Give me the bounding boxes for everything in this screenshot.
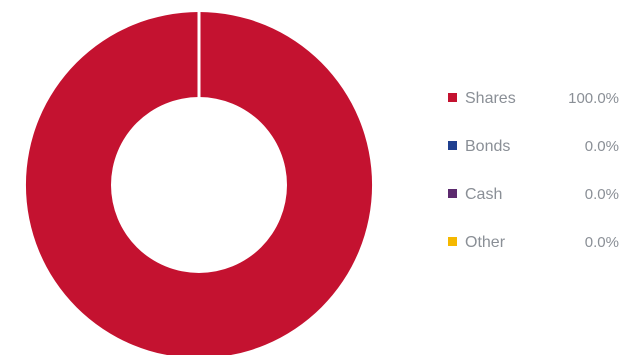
legend-swatch-shares [448, 93, 457, 102]
legend-label-other: Other [465, 234, 506, 251]
legend-item-bonds: Bonds 0.0% [448, 138, 619, 155]
chart-legend: Shares 100.0% Bonds 0.0% Cash 0.0% Other 0.0% [448, 90, 619, 251]
legend-value-bonds: 0.0% [585, 138, 619, 155]
legend-swatch-cash [448, 189, 457, 198]
legend-value-cash: 0.0% [585, 186, 619, 203]
legend-label-cash: Cash [465, 186, 502, 203]
legend-item-other: Other 0.0% [448, 234, 619, 251]
legend-item-cash: Cash 0.0% [448, 186, 619, 203]
legend-swatch-other [448, 237, 457, 246]
legend-swatch-bonds [448, 141, 457, 150]
legend-label-shares: Shares [465, 90, 516, 107]
legend-item-shares: Shares 100.0% [448, 90, 619, 107]
legend-value-other: 0.0% [585, 234, 619, 251]
legend-value-shares: 100.0% [568, 90, 619, 107]
legend-label-bonds: Bonds [465, 138, 510, 155]
donut-slices [26, 11, 372, 355]
slice-shares [26, 12, 372, 355]
